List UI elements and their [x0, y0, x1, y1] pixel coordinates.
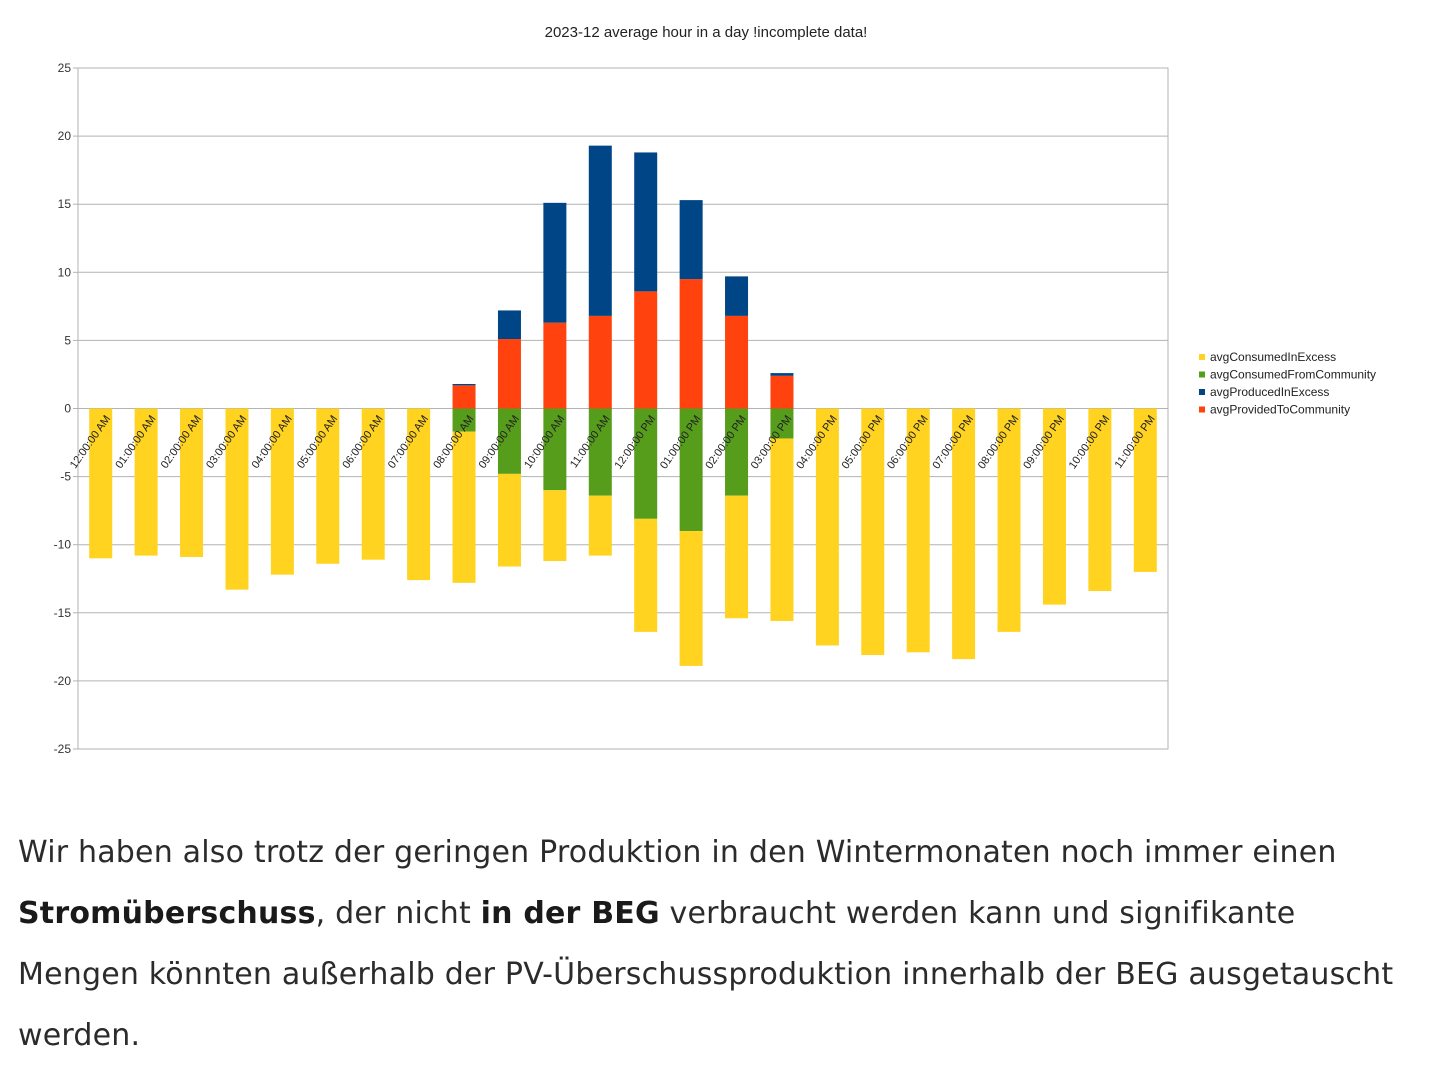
bar-avgProvidedToCommunity-12	[634, 291, 658, 409]
ytick-label-3: 10	[58, 265, 72, 279]
legend-swatch-avgConsumedInExcess	[1199, 354, 1205, 360]
legend-label-avgProvidedToCommunity: avgProvidedToCommunity	[1210, 403, 1350, 417]
article-bold-stromueberschuss: Stromüberschuss	[18, 896, 316, 931]
legend-swatch-avgProvidedToCommunity	[1199, 406, 1205, 413]
y-axis-ticks: 25 20 15 10 5 0 -5 -10 -15 -20 -25	[54, 61, 72, 756]
ytick-label-4: 5	[64, 333, 71, 347]
bar-avgConsumedInExcess-11	[588, 495, 612, 556]
bar-avgConsumedInExcess-1	[134, 408, 158, 556]
legend-swatch-avgConsumedFromCommunity	[1199, 371, 1205, 378]
bar-avgProvidedToCommunity-10	[543, 322, 567, 409]
article-text-2: , der nicht	[315, 896, 481, 931]
ytick-label-2: 15	[58, 197, 72, 211]
bar-avgProducedInExcess-10	[543, 202, 567, 323]
bar-avgProducedInExcess-14	[725, 276, 749, 316]
bar-avgConsumedInExcess-17	[861, 408, 885, 656]
bar-avgConsumedInExcess-21	[1042, 408, 1066, 605]
bar-avgConsumedFromCommunity-15	[770, 408, 794, 439]
bar-avgConsumedFromCommunity-14	[725, 408, 749, 496]
bar-avgConsumedFromCommunity-13	[679, 408, 703, 532]
ytick-label-6: -5	[60, 470, 71, 484]
article-bold-in-der-beg: in der BEG	[480, 896, 660, 931]
bar-avgProducedInExcess-8	[452, 383, 476, 386]
bar-avgConsumedInExcess-16	[815, 408, 839, 646]
bar-avgConsumedFromCommunity-11	[588, 408, 612, 496]
chart-title: 2023-12 average hour in a day !incomplet…	[545, 24, 868, 41]
bar-avgConsumedInExcess-4	[270, 408, 294, 575]
stacked-bar-chart: 2023-12 average hour in a day !incomplet…	[54, 24, 1376, 756]
bar-avgProducedInExcess-15	[770, 373, 794, 376]
ytick-label-5: 0	[64, 402, 71, 416]
bar-avgConsumedInExcess-22	[1088, 408, 1112, 592]
article-text-1: Wir haben also trotz der geringen Produk…	[18, 835, 1337, 870]
bars	[89, 145, 1157, 666]
ytick-label-7: -10	[54, 538, 72, 552]
bar-avgConsumedInExcess-15	[770, 438, 794, 621]
bar-avgProducedInExcess-13	[679, 200, 703, 280]
gridlines	[73, 67, 1169, 750]
bar-avgConsumedInExcess-13	[679, 531, 703, 666]
bar-avgConsumedInExcess-0	[89, 408, 113, 559]
bar-avgConsumedFromCommunity-8	[452, 408, 476, 432]
legend: avgConsumedInExcess avgConsumedFromCommun…	[1199, 350, 1376, 417]
ytick-label-1: 20	[58, 129, 72, 143]
legend-label-avgConsumedInExcess: avgConsumedInExcess	[1210, 350, 1336, 364]
bar-avgConsumedFromCommunity-10	[543, 408, 567, 491]
bar-avgProducedInExcess-9	[497, 310, 521, 340]
bar-avgProducedInExcess-12	[634, 152, 658, 292]
bar-avgConsumedFromCommunity-12	[634, 408, 658, 519]
bar-avgProvidedToCommunity-14	[725, 315, 749, 409]
bar-avgConsumedInExcess-12	[634, 518, 658, 632]
bar-avgConsumedInExcess-14	[725, 495, 749, 619]
bar-avgConsumedInExcess-7	[407, 408, 431, 581]
bar-avgConsumedInExcess-10	[543, 490, 567, 562]
bar-avgConsumedInExcess-19	[952, 408, 976, 660]
article-text-3: verbraucht werden kann und signifikante …	[18, 896, 1394, 1053]
bar-avgProvidedToCommunity-15	[770, 375, 794, 409]
bar-avgProvidedToCommunity-8	[452, 385, 476, 409]
legend-swatch-avgProducedInExcess	[1199, 389, 1205, 395]
bar-avgProvidedToCommunity-13	[679, 279, 703, 409]
ytick-label-0: 25	[58, 61, 72, 75]
article-paragraph: Wir haben also trotz der geringen Produk…	[18, 822, 1418, 1066]
bar-avgProvidedToCommunity-9	[497, 339, 521, 409]
ytick-label-8: -15	[54, 606, 72, 620]
bar-avgConsumedInExcess-6	[361, 408, 385, 560]
bar-avgConsumedInExcess-9	[497, 473, 521, 567]
legend-label-avgConsumedFromCommunity: avgConsumedFromCommunity	[1210, 368, 1376, 382]
bar-avgConsumedInExcess-5	[316, 408, 340, 564]
bar-avgConsumedInExcess-20	[997, 408, 1021, 632]
bar-avgProducedInExcess-11	[588, 145, 612, 316]
bar-avgConsumedInExcess-3	[225, 408, 249, 590]
bar-avgConsumedInExcess-2	[180, 408, 204, 557]
bar-avgConsumedInExcess-8	[452, 431, 476, 583]
legend-label-avgProducedInExcess: avgProducedInExcess	[1210, 385, 1329, 399]
ytick-label-9: -20	[54, 674, 72, 688]
bar-avgConsumedInExcess-18	[906, 408, 930, 653]
bar-avgConsumedFromCommunity-9	[497, 408, 521, 474]
ytick-label-10: -25	[54, 742, 72, 756]
bar-avgProvidedToCommunity-11	[588, 315, 612, 409]
bar-avgConsumedInExcess-23	[1133, 408, 1157, 572]
